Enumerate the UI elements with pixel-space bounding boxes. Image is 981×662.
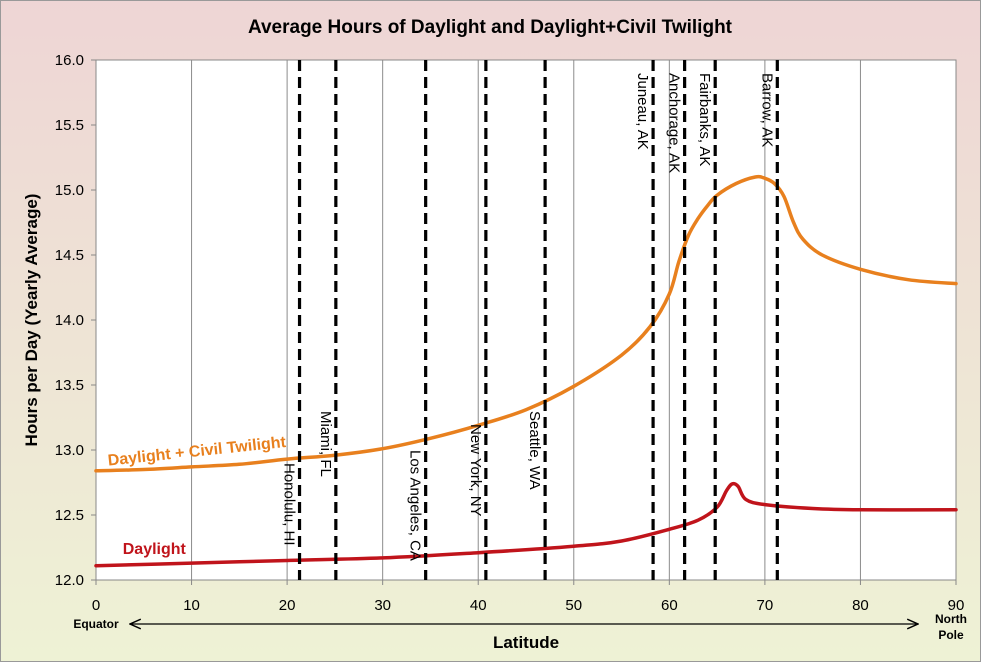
x-tick-label: 40 xyxy=(470,597,487,614)
y-tick-label: 14.5 xyxy=(55,247,84,264)
x-tick-label: 0 xyxy=(92,597,100,614)
marker-label: Miami, FL xyxy=(317,411,334,477)
equator-label: Equator xyxy=(73,617,119,631)
marker-label: Los Angeles, CA xyxy=(407,450,424,561)
series-label: Daylight xyxy=(123,541,187,558)
y-tick-label: 13.0 xyxy=(55,442,84,459)
marker-label: Juneau, AK xyxy=(634,73,651,150)
marker-label: Honolulu, HI xyxy=(281,463,298,546)
x-tick-label: 60 xyxy=(661,597,678,614)
location-markers: Honolulu, HI Miami, FL Los Angeles, CA New … xyxy=(281,60,779,580)
y-tick-label: 13.5 xyxy=(55,377,84,394)
north-pole-label-line2: Pole xyxy=(938,628,964,642)
x-tick-label: 70 xyxy=(757,597,774,614)
y-tick-label: 12.0 xyxy=(55,572,84,589)
x-axis-label: Latitude xyxy=(493,633,559,652)
x-tick-label: 10 xyxy=(183,597,200,614)
plot-area xyxy=(95,59,957,581)
y-tick-label: 14.0 xyxy=(55,312,84,329)
marker-label: Barrow, AK xyxy=(758,73,775,147)
x-tick-label: 30 xyxy=(374,597,391,614)
marker-label: Seattle, WA xyxy=(526,411,543,490)
chart-title: Average Hours of Daylight and Daylight+C… xyxy=(248,17,733,38)
y-axis-label: Hours per Day (Yearly Average) xyxy=(22,194,41,447)
x-tick-label: 80 xyxy=(852,597,869,614)
x-tick-label: 90 xyxy=(948,597,965,614)
marker-label: Fairbanks, AK xyxy=(696,73,713,166)
marker-label: Anchorage, AK xyxy=(666,73,683,173)
y-tick-label: 15.0 xyxy=(55,182,84,199)
series-line-1 xyxy=(94,481,958,568)
gridlines xyxy=(191,60,861,580)
north-pole-label-line1: North xyxy=(935,612,967,626)
x-tick-label: 50 xyxy=(565,597,582,614)
x-axis-ticks: 0 10 20 30 40 50 60 70 80 90 xyxy=(92,580,965,614)
y-tick-label: 16.0 xyxy=(55,52,84,69)
y-tick-label: 12.5 xyxy=(55,507,84,524)
y-tick-label: 15.5 xyxy=(55,117,84,134)
y-axis-ticks: 12.0 12.5 13.0 13.5 14.0 14.5 15.0 15.5 16.0 xyxy=(55,52,96,589)
marker-label: New York, NY xyxy=(467,424,484,517)
x-tick-label: 20 xyxy=(279,597,296,614)
